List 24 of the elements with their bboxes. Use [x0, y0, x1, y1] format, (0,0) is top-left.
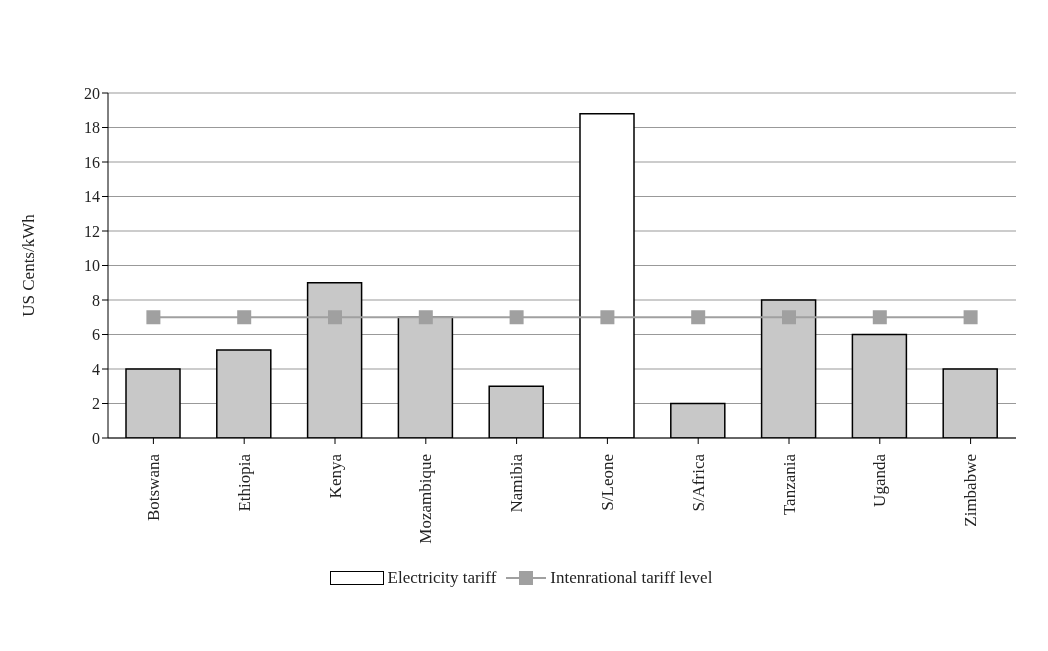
- x-tick-label: Mozambique: [416, 454, 436, 544]
- x-tick-label: Namibia: [507, 453, 527, 513]
- y-tick-label: 10: [84, 257, 100, 275]
- x-tick-label: Ethiopia: [234, 453, 254, 512]
- y-tick-label: 6: [92, 326, 100, 344]
- y-tick-label: 8: [92, 291, 100, 309]
- x-tick-label: Uganda: [870, 453, 890, 507]
- x-tick-label: Zimbabwe: [961, 454, 981, 527]
- y-tick-label: 12: [84, 222, 100, 240]
- y-tick-label: 16: [84, 153, 100, 171]
- x-tick-label: Tanzania: [779, 453, 799, 516]
- y-tick-label: 2: [92, 395, 100, 413]
- y-axis-title: US Cents/kWh: [19, 213, 39, 317]
- y-tick-label: 4: [92, 360, 100, 378]
- legend-label: Electricity tariff: [387, 568, 497, 588]
- x-tick-label: S/Leone: [597, 454, 617, 511]
- y-tick-label: 0: [92, 429, 100, 447]
- legend-label: Intenrational tariff level: [550, 568, 713, 588]
- y-tick-label: 18: [84, 119, 100, 137]
- y-tick-label: 14: [84, 188, 100, 206]
- x-tick-label: Botswana: [143, 453, 163, 522]
- x-tick-label: S/Africa: [688, 453, 708, 512]
- x-tick-label: Kenya: [325, 453, 345, 499]
- y-tick-label: 20: [84, 84, 100, 102]
